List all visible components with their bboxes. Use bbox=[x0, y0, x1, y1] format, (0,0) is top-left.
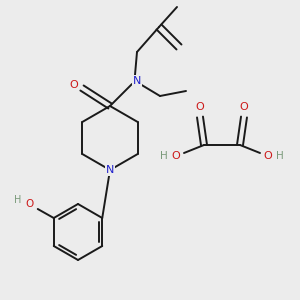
Text: H: H bbox=[160, 151, 168, 161]
Text: H: H bbox=[276, 151, 284, 161]
Text: O: O bbox=[196, 102, 204, 112]
Text: O: O bbox=[264, 151, 272, 161]
Text: O: O bbox=[240, 102, 248, 112]
Text: O: O bbox=[70, 80, 78, 90]
Text: N: N bbox=[133, 76, 141, 86]
Text: N: N bbox=[106, 165, 114, 175]
Text: O: O bbox=[172, 151, 180, 161]
Text: H: H bbox=[14, 195, 21, 205]
Text: O: O bbox=[26, 199, 34, 209]
